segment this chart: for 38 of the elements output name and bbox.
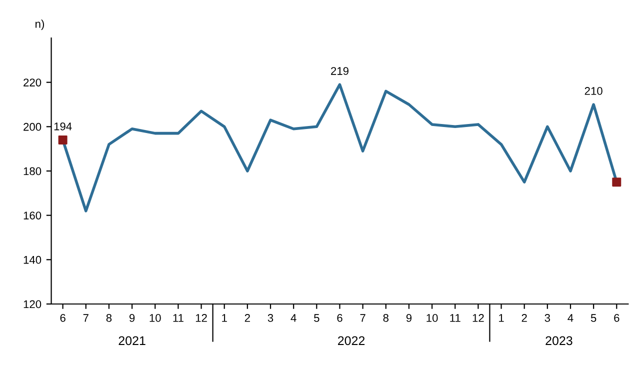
x-tick-label: 11 xyxy=(450,314,460,322)
text: 2021 xyxy=(118,336,146,346)
x-tick-label: 12 xyxy=(196,314,207,322)
y-tick-label: 120 xyxy=(24,300,42,308)
text: 2023 xyxy=(546,336,572,346)
x-tick-label: 7 xyxy=(83,314,88,322)
x-tick-label: 5 xyxy=(314,314,320,322)
x-tick-label: 6 xyxy=(614,314,620,322)
x-tick-label: 1 xyxy=(499,314,504,322)
x-tick-label: 5 xyxy=(590,314,596,322)
data-label: 194 xyxy=(54,122,72,130)
x-tick-label: 8 xyxy=(383,314,388,322)
x-tick-label: 1 xyxy=(222,314,227,322)
x-tick-label: 3 xyxy=(544,314,550,322)
y-tick-label: 160 xyxy=(24,212,42,220)
x-tick-label: 4 xyxy=(290,314,296,322)
x-tick-label: 7 xyxy=(360,314,366,322)
x-tick-label: 2 xyxy=(522,314,527,322)
data-label: 210 xyxy=(584,87,602,95)
text: 2022 xyxy=(338,336,365,346)
data-label: 219 xyxy=(331,67,348,75)
y-tick-label: 140 xyxy=(24,256,42,264)
y-tick-label: 180 xyxy=(24,167,42,176)
x-tick-label: 9 xyxy=(129,314,135,322)
y-axis-title: n) xyxy=(36,20,44,30)
x-tick-label: 10 xyxy=(150,314,161,322)
x-tick-label: 9 xyxy=(406,314,412,322)
x-tick-label: 6 xyxy=(60,314,66,322)
x-tick-label: 11 xyxy=(173,314,184,322)
y-tick-label: 200 xyxy=(24,122,42,131)
x-tick-label: 4 xyxy=(568,314,574,322)
x-tick-label: 12 xyxy=(472,314,484,322)
x-tick-label: 10 xyxy=(426,314,438,322)
x-tick-label: 2 xyxy=(244,314,250,322)
x-tick-label: 3 xyxy=(268,314,274,322)
x-tick-label: 8 xyxy=(106,314,112,322)
x-tick-label: 6 xyxy=(337,314,342,322)
y-tick-label: 220 xyxy=(24,78,42,86)
